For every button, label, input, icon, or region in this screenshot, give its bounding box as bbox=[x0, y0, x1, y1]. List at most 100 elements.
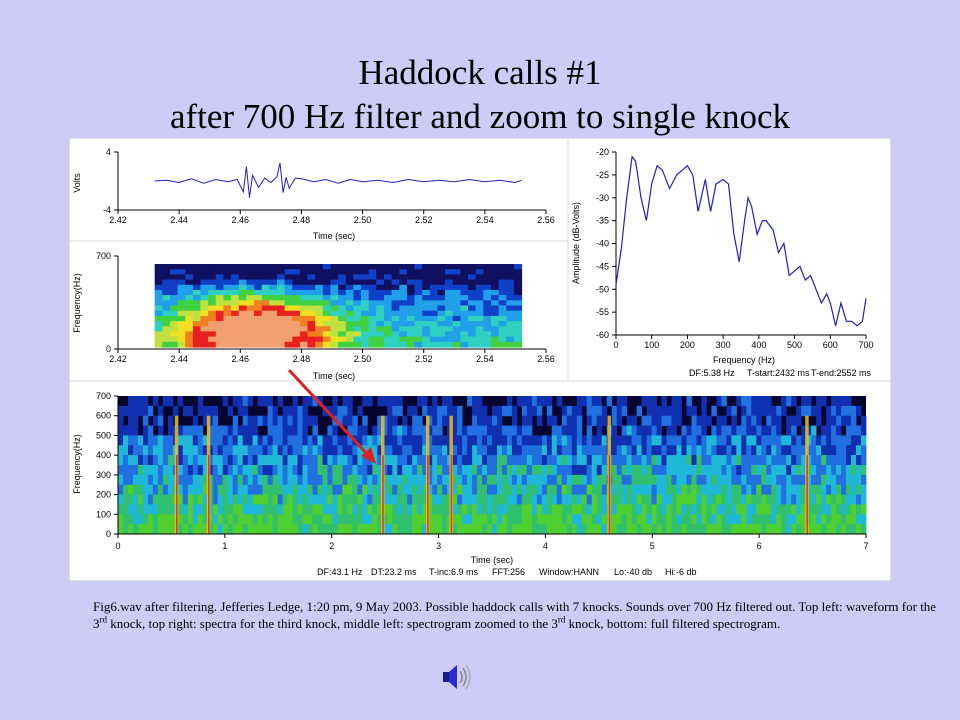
spectrogram-cell bbox=[851, 524, 857, 535]
spectrogram-cell bbox=[711, 484, 717, 495]
spectrogram-cell bbox=[460, 269, 469, 275]
spectrogram-cell bbox=[391, 315, 400, 322]
spectrogram-cell bbox=[811, 474, 817, 486]
spectrogram-cell bbox=[541, 504, 548, 515]
spectrogram-cell bbox=[621, 425, 628, 436]
x-tick-label: 2.52 bbox=[415, 354, 433, 364]
spectrogram-cell bbox=[330, 284, 339, 291]
spectrogram-cell bbox=[202, 405, 209, 417]
spectrogram-cell bbox=[154, 289, 163, 296]
spectrogram-cell bbox=[215, 336, 224, 343]
spectrogram-cell bbox=[277, 289, 286, 296]
spectrogram-cell bbox=[721, 465, 727, 476]
spectrogram-cell bbox=[299, 321, 309, 327]
spectrogram-cell bbox=[307, 341, 316, 348]
spectrogram-cell bbox=[238, 269, 247, 275]
spectrogram-cell bbox=[507, 445, 513, 456]
spectrogram-cell bbox=[312, 435, 318, 446]
spectrogram-cell bbox=[246, 274, 255, 281]
spectrogram-cell bbox=[297, 415, 303, 426]
spectrogram-cell bbox=[332, 465, 338, 476]
spectrogram-cell bbox=[751, 504, 757, 515]
spectrogram-cell bbox=[636, 514, 642, 525]
spectrogram-cell bbox=[142, 425, 149, 436]
spectrogram-cell bbox=[367, 474, 373, 486]
spectrogram-cell bbox=[422, 326, 431, 333]
spectrogram-cell bbox=[497, 425, 503, 436]
spectrogram-cell bbox=[223, 300, 232, 307]
spectrogram-cell bbox=[154, 305, 163, 312]
spectrogram-cell bbox=[192, 425, 199, 436]
spectrogram-cell bbox=[200, 336, 209, 343]
spectrogram-cell bbox=[661, 396, 667, 407]
spectrogram-cell bbox=[491, 315, 500, 322]
spectrogram-cell bbox=[651, 455, 657, 466]
spectrogram-cell bbox=[551, 524, 558, 535]
spectrogram-cell bbox=[299, 300, 309, 307]
spectrogram-cell bbox=[841, 524, 847, 535]
spectrogram-cell bbox=[207, 435, 214, 446]
spectrogram-cell bbox=[128, 405, 134, 417]
speaker-icon[interactable] bbox=[440, 662, 476, 692]
spectrogram-cell bbox=[287, 514, 293, 525]
spectrogram-cell bbox=[636, 405, 642, 417]
spectrogram-cell bbox=[468, 300, 477, 307]
spectrogram-cell bbox=[502, 425, 508, 436]
spectrogram-cell bbox=[472, 396, 478, 407]
spectrogram-cell bbox=[162, 279, 171, 286]
spectrogram-cell bbox=[361, 269, 370, 275]
spectrogram-cell bbox=[427, 504, 433, 515]
spectrogram-cell bbox=[546, 474, 553, 486]
spectrogram-cell bbox=[706, 445, 712, 456]
spectrogram-cell bbox=[352, 524, 358, 535]
spectrogram-cell bbox=[696, 524, 702, 535]
spectrogram-cell bbox=[267, 524, 273, 535]
spectrogram-cell bbox=[123, 524, 129, 535]
spectrogram-cell bbox=[472, 514, 478, 525]
spectrogram-cell bbox=[666, 405, 672, 417]
spectrogram-cell bbox=[237, 455, 244, 466]
spectrogram-cell bbox=[611, 445, 618, 456]
spectrogram-cell bbox=[284, 295, 293, 301]
spectrogram-cell bbox=[192, 315, 202, 322]
spectrogram-cell bbox=[223, 264, 232, 270]
spectrogram-cell bbox=[442, 474, 448, 486]
spectrogram-cell bbox=[128, 396, 134, 407]
spectrogram-cell bbox=[786, 494, 792, 505]
spectrogram-cell bbox=[513, 295, 523, 301]
spectrogram-cell bbox=[157, 435, 164, 446]
spectrogram-cell bbox=[302, 484, 308, 495]
spectrogram-cell bbox=[307, 336, 316, 343]
spectrogram-cell bbox=[427, 474, 433, 486]
spectrogram-cell bbox=[347, 474, 353, 486]
spectrogram-cell bbox=[786, 425, 792, 436]
spectrogram-cell bbox=[299, 274, 309, 281]
spectrogram-cell bbox=[806, 396, 812, 407]
spectrogram-cell bbox=[414, 269, 423, 275]
spectrogram-cell bbox=[187, 455, 194, 466]
spectrogram-cell bbox=[771, 524, 777, 535]
spectrogram-cell bbox=[731, 425, 737, 436]
spectrogram-cell bbox=[468, 274, 477, 281]
spectrogram-cell bbox=[468, 264, 477, 270]
spectrogram-cell bbox=[302, 474, 308, 486]
spectrogram-cell bbox=[192, 524, 199, 535]
spectrogram-cell bbox=[482, 415, 488, 426]
spectrogram-cell bbox=[746, 514, 752, 525]
spectrogram-cell bbox=[299, 295, 309, 301]
spectrogram-cell bbox=[147, 524, 154, 535]
spectrogram-cell bbox=[391, 336, 400, 343]
spectrogram-cell bbox=[611, 425, 618, 436]
spectrogram-cell bbox=[307, 295, 316, 301]
spectrogram-cell bbox=[402, 494, 408, 505]
spectrogram-cell bbox=[157, 504, 164, 515]
spectrogram-cell bbox=[526, 405, 533, 417]
spectrogram-cell bbox=[332, 455, 338, 466]
spectrogram-cell bbox=[372, 474, 378, 486]
spectrogram-cell bbox=[462, 465, 468, 476]
spectrogram-cell bbox=[322, 524, 328, 535]
spectrogram-cell bbox=[157, 445, 164, 456]
spectrogram-cell bbox=[536, 524, 543, 535]
spectrogram-cell bbox=[513, 305, 523, 312]
spectrogram-cell bbox=[591, 435, 598, 446]
